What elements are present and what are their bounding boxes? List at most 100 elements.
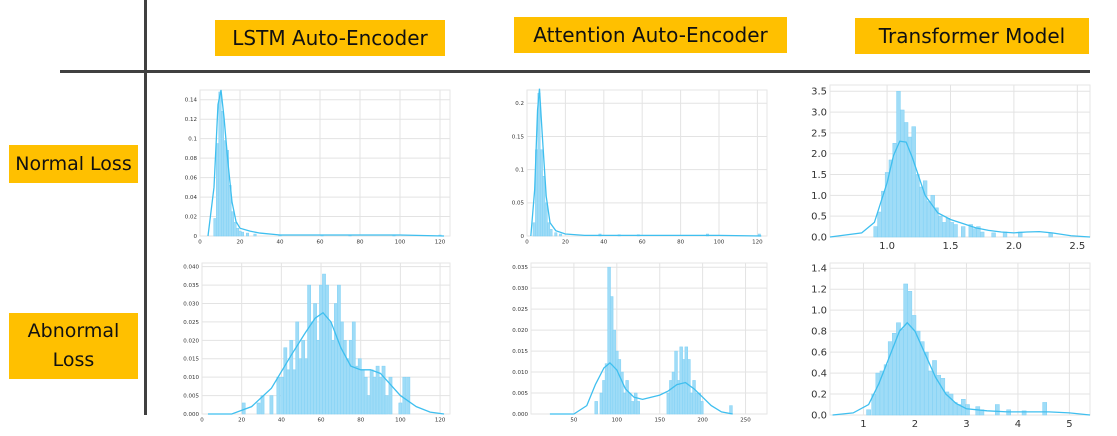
histogram-bar [630, 401, 634, 415]
histogram-bar [253, 233, 257, 237]
y-tick-label: 2.5 [811, 128, 827, 139]
y-tick-label: 0.14 [185, 98, 198, 104]
x-tick-label: 40 [600, 240, 607, 246]
plot-area [829, 84, 1091, 238]
y-tick-label: 0.2 [811, 390, 827, 401]
density-curve [207, 89, 445, 237]
histogram-bar [218, 91, 222, 237]
histogram-bar [932, 360, 937, 416]
histogram-bar [922, 180, 928, 238]
x-tick-label: 0 [198, 240, 202, 246]
histogram-bar [322, 273, 326, 415]
y-tick-label: 0.12 [185, 117, 197, 123]
y-tick-label: 1.4 [811, 264, 827, 275]
histogram-bar [549, 229, 553, 237]
histogram-bar [384, 395, 389, 415]
y-tick-label: 0.04 [185, 195, 198, 201]
histogram-bar [345, 358, 350, 415]
column-header-attention: Attention Auto-Encoder [514, 17, 787, 53]
x-tick-label: 40 [277, 240, 284, 246]
y-tick-label: 0.020 [183, 338, 199, 344]
y-tick-label: 1.0 [811, 191, 827, 202]
x-tick-label: 20 [562, 240, 569, 246]
density-curve [549, 361, 733, 415]
chart-lstm-abnormal: 0 20 40 60 80 100 120 0.000 0.005 0.010 0.015 0.020… [183, 262, 451, 424]
x-tick-label: 20 [237, 240, 244, 246]
histogram-bar [231, 211, 234, 237]
plot-area [199, 89, 451, 237]
row-label-normal-loss: Normal Loss [9, 145, 138, 183]
histogram-bar [381, 365, 386, 415]
histogram-bar [995, 404, 1000, 416]
x-tick-label: 250 [740, 418, 751, 424]
histogram-bar [366, 395, 371, 415]
histogram-bar [907, 291, 913, 416]
histogram-bar [256, 402, 261, 415]
x-tick-label: 1.0 [879, 241, 895, 252]
y-tick-label: 0.8 [811, 327, 827, 338]
histogram-bar [873, 226, 878, 238]
histogram-bar [363, 376, 368, 415]
histogram-bar [316, 340, 320, 415]
x-tick-label: 80 [357, 418, 364, 424]
histogram-bar [980, 231, 985, 238]
histogram-bar [337, 284, 341, 415]
histogram-bar [542, 176, 546, 237]
histogram-bar [319, 284, 323, 415]
histogram-bar [241, 231, 244, 237]
histogram-bar [310, 321, 314, 415]
y-tick-label: 0.05 [512, 201, 525, 207]
x-tick-label: 2 [912, 419, 918, 430]
y-tick-label: 0.5 [811, 212, 827, 223]
histogram-bar [236, 227, 239, 237]
histogram-bar [343, 340, 347, 415]
histogram-bar [879, 370, 885, 416]
y-tick-label: 0.010 [512, 370, 528, 376]
x-tick-label: 200 [697, 418, 708, 424]
histogram-bar [532, 222, 536, 237]
histogram-bar [903, 283, 908, 416]
histogram-bar [866, 409, 871, 416]
histogram-bar [930, 195, 935, 238]
chart-transformer-abnormal: 1 2 3 4 5 0.0 0.2 0.4 0.6 0.8 1.0 1.2 1.4 [811, 262, 1091, 430]
y-tick-label: 0.6 [811, 348, 827, 359]
x-tick-label: 20 [238, 418, 245, 424]
histogram-bar [945, 218, 951, 238]
y-tick-label: 0.025 [183, 320, 199, 326]
density-curve [207, 311, 445, 415]
histogram-bar [216, 143, 219, 237]
x-tick-label: 60 [318, 418, 325, 424]
chart-attention-normal: 0 20 40 60 80 100 120 0 0.05 0.1 0.15 0.2 [512, 88, 768, 246]
y-tick-label: 0.15 [512, 134, 525, 140]
histogram-bar [238, 230, 242, 237]
y-tick-label: 1.2 [811, 285, 827, 296]
y-tick-label: 0.015 [183, 357, 199, 363]
histogram-bar [331, 340, 335, 415]
y-tick-label: 0.030 [183, 301, 199, 307]
histogram-bar [334, 303, 338, 415]
histogram-bar [307, 284, 311, 415]
x-tick-label: 80 [677, 240, 684, 246]
chart-attention-abnormal: 50 100 150 200 250 0.000 0.005 0.010 0.015 0.020 0… [512, 262, 768, 424]
histogram-bar [883, 364, 889, 416]
y-tick-label: 0.0 [811, 411, 827, 422]
histogram-bar [246, 232, 249, 237]
y-tick-label: 0.1 [515, 168, 524, 174]
histogram-bar [965, 404, 970, 416]
x-tick-label: 50 [570, 418, 577, 424]
chart-transformer-normal: 1.0 1.5 2.0 2.5 0.0 0.5 1.0 1.5 2.0 2.5 3.0 3.5 [811, 84, 1091, 252]
x-tick-label: 120 [435, 418, 446, 424]
horizontal-divider [60, 70, 1090, 73]
x-tick-label: 100 [395, 240, 406, 246]
x-tick-label: 2.0 [1006, 241, 1022, 252]
x-tick-label: 120 [752, 240, 763, 246]
x-tick-label: 100 [714, 240, 725, 246]
histogram-bar [700, 401, 704, 415]
density-curve [530, 88, 762, 237]
histogram-bar [911, 126, 916, 238]
histogram-bar [406, 376, 411, 415]
y-tick-label: 0.1 [188, 137, 197, 143]
histogram-bar [896, 90, 901, 238]
histogram-bar [283, 347, 288, 415]
histogram-bar [213, 218, 217, 237]
